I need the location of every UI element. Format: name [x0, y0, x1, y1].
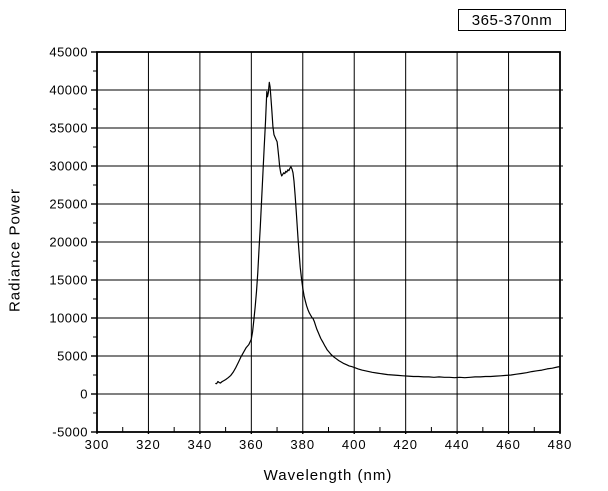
- x-tick-label: 420: [393, 437, 418, 452]
- x-tick-label: 400: [342, 437, 367, 452]
- plot-border: [96, 51, 561, 433]
- x-tick-label: 480: [548, 437, 573, 452]
- y-tick-label: -5000: [52, 425, 88, 440]
- x-tick-label: 360: [239, 437, 264, 452]
- y-tick-label: 15000: [49, 273, 88, 288]
- y-tick-label: 0: [80, 387, 88, 402]
- x-tick-label: 440: [445, 437, 470, 452]
- x-tick-label: 460: [496, 437, 521, 452]
- legend-label: 365-370nm: [471, 11, 553, 29]
- y-axis-title: Radiance Power: [6, 187, 24, 313]
- y-tick-label: 45000: [49, 45, 88, 60]
- x-tick-label: 380: [290, 437, 315, 452]
- x-tick-label: 320: [136, 437, 161, 452]
- y-tick-label: 25000: [49, 197, 88, 212]
- data-curve: [215, 81, 561, 385]
- y-tick-label: 5000: [57, 349, 88, 364]
- x-axis-title: Wavelength (nm): [263, 467, 393, 484]
- y-tick-label: 35000: [49, 121, 88, 136]
- y-tick-label: 10000: [49, 311, 88, 326]
- x-tick-label: 300: [85, 437, 110, 452]
- y-tick-label: 40000: [49, 83, 88, 98]
- legend-box: 365-370nm: [458, 9, 566, 31]
- y-tick-label: 30000: [49, 159, 88, 174]
- y-tick-label: 20000: [49, 235, 88, 250]
- x-tick-label: 340: [188, 437, 213, 452]
